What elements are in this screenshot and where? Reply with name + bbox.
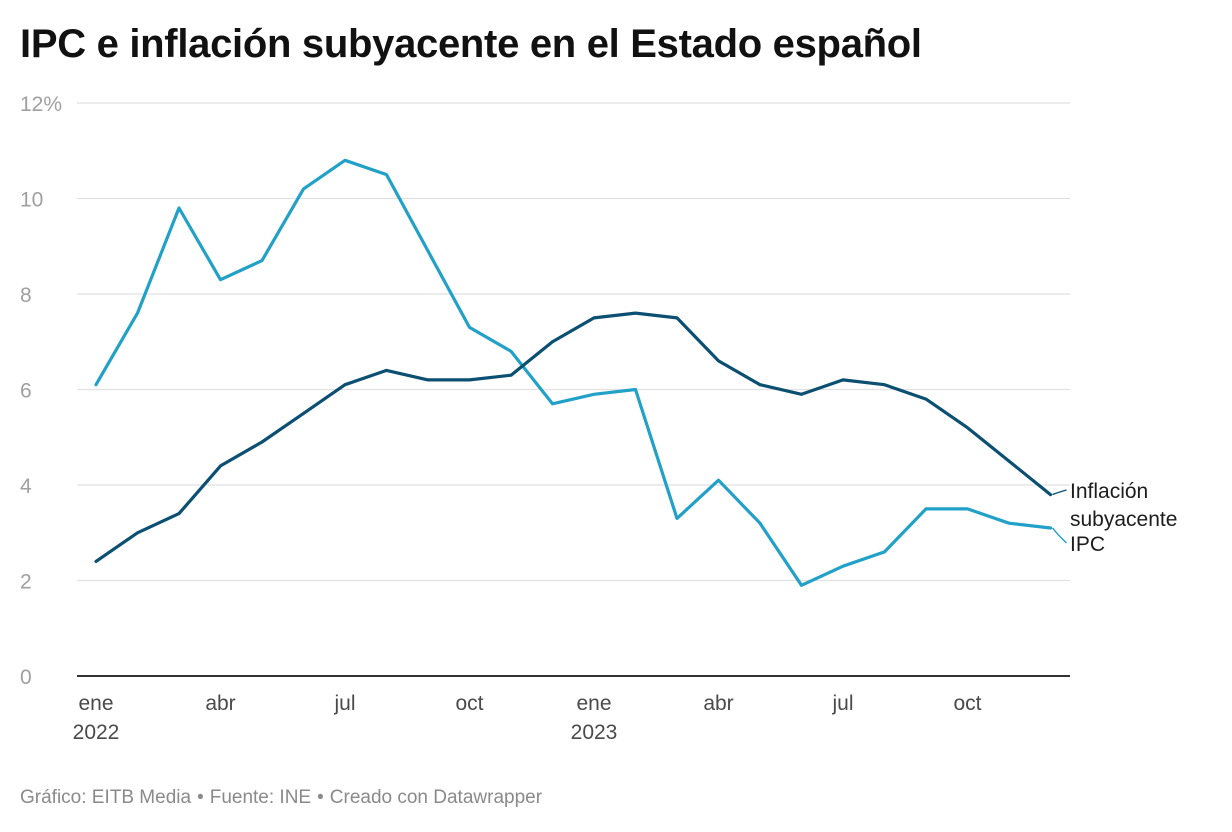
chart-source: Fuente: INE xyxy=(209,787,312,808)
chart-credit: Gráfico: EITB Media xyxy=(20,787,192,808)
x-tick-label: oct xyxy=(953,692,981,715)
x-axis: ene 2022 abr jul oct ene 2023 abr jul oct xyxy=(73,692,982,744)
y-tick-label: 6 xyxy=(20,380,32,403)
series-label-inflacion-subyacente: Inflación xyxy=(1070,480,1148,503)
x-tick-label: abr xyxy=(205,692,235,715)
x-tick-year-label: 2023 xyxy=(571,721,618,744)
label-connector-ipc xyxy=(1051,527,1067,544)
chart-footer: Gráfico: EITB Media • Fuente: INE • Creado c… xyxy=(20,787,542,809)
y-tick-label: 4 xyxy=(20,475,32,498)
gridlines xyxy=(77,102,1070,677)
footer-separator: • xyxy=(197,787,204,808)
x-tick-label: jul xyxy=(333,692,355,715)
x-tick-label: oct xyxy=(455,692,483,715)
x-tick-label: ene xyxy=(78,692,113,715)
chart-tool-credit: Creado con Datawrapper xyxy=(329,787,543,808)
x-tick-label: ene xyxy=(576,692,611,715)
footer-separator: • xyxy=(317,787,324,808)
y-tick-label: 12% xyxy=(20,93,62,116)
series-line-inflacion-subyacente xyxy=(94,311,1053,564)
y-axis-ticks: 0 2 4 6 8 10 12% xyxy=(20,93,62,689)
x-tick-label: abr xyxy=(703,692,733,715)
y-tick-label: 8 xyxy=(20,284,32,307)
series-lines xyxy=(94,158,1053,587)
series-labels: IPC Inflación subyacente xyxy=(1051,480,1177,556)
x-tick-label: jul xyxy=(831,692,853,715)
y-tick-label: 2 xyxy=(20,571,32,594)
series-label-inflacion-subyacente: subyacente xyxy=(1070,508,1177,531)
y-tick-label: 10 xyxy=(20,189,43,212)
series-label-ipc: IPC xyxy=(1070,533,1105,556)
chart-title: IPC e inflación subyacente en el Estado … xyxy=(20,22,922,66)
x-tick-year-label: 2022 xyxy=(73,721,120,744)
y-tick-label: 0 xyxy=(20,666,32,689)
series-line-ipc xyxy=(94,158,1053,587)
label-connector-inflacion-subyacente xyxy=(1052,489,1067,496)
